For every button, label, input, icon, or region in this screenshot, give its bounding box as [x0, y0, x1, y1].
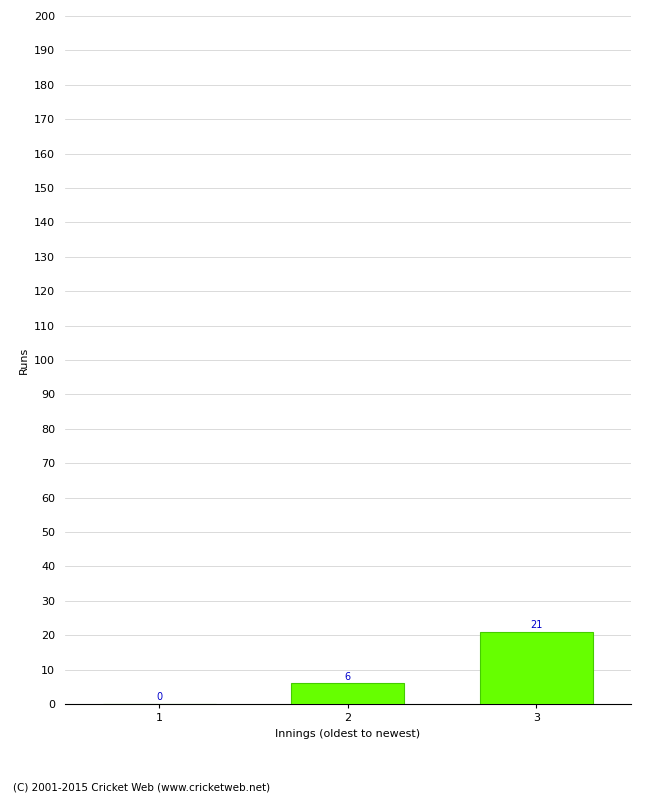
Text: 6: 6	[344, 672, 351, 682]
Y-axis label: Runs: Runs	[19, 346, 29, 374]
Text: 0: 0	[156, 692, 162, 702]
Text: (C) 2001-2015 Cricket Web (www.cricketweb.net): (C) 2001-2015 Cricket Web (www.cricketwe…	[13, 782, 270, 792]
X-axis label: Innings (oldest to newest): Innings (oldest to newest)	[275, 729, 421, 738]
Bar	[291, 683, 404, 704]
Text: 21: 21	[530, 620, 543, 630]
Bar	[480, 632, 593, 704]
